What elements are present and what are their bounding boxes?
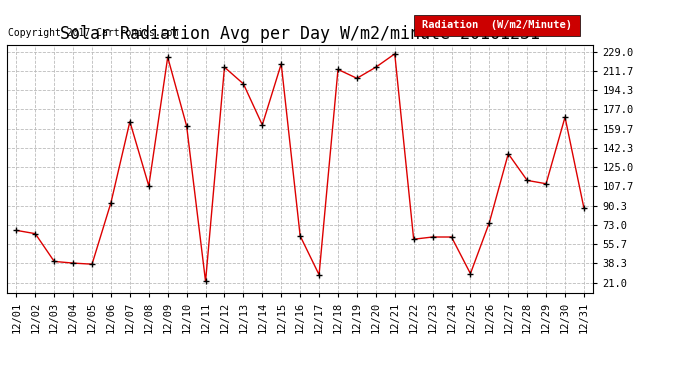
Text: Copyright 2017 Cartronics.com: Copyright 2017 Cartronics.com (8, 28, 179, 38)
Text: Radiation  (W/m2/Minute): Radiation (W/m2/Minute) (422, 20, 572, 30)
Title: Solar Radiation Avg per Day W/m2/minute 20161231: Solar Radiation Avg per Day W/m2/minute … (60, 26, 540, 44)
